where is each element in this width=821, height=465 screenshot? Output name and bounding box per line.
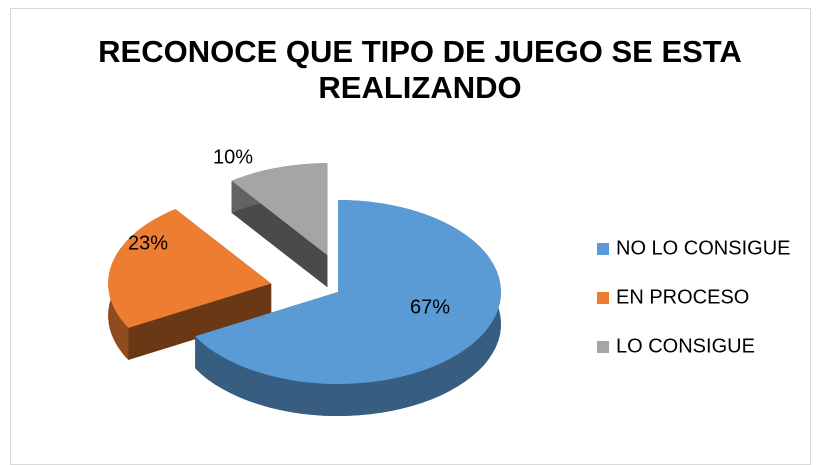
slice — [108, 209, 272, 328]
slice-group — [195, 200, 501, 416]
slice-wall — [128, 283, 272, 360]
legend-label: NO LO CONSIGUE — [616, 237, 790, 259]
legend-swatch — [597, 243, 609, 255]
slice-group — [108, 209, 272, 360]
data-label: 23% — [128, 232, 168, 254]
legend-swatch — [597, 341, 609, 353]
slice-group — [231, 163, 328, 288]
chart-title: RECONOCE QUE TIPO DE JUEGO SE ESTA REALI… — [98, 34, 742, 105]
legend-swatch — [597, 292, 609, 304]
data-label: 67% — [410, 296, 450, 318]
legend-label: LO CONSIGUE — [616, 335, 755, 357]
slice — [231, 163, 328, 256]
slice — [195, 200, 501, 384]
data-label: 10% — [213, 146, 253, 168]
legend-label: EN PROCESO — [616, 286, 749, 308]
slice-wall — [231, 180, 328, 288]
